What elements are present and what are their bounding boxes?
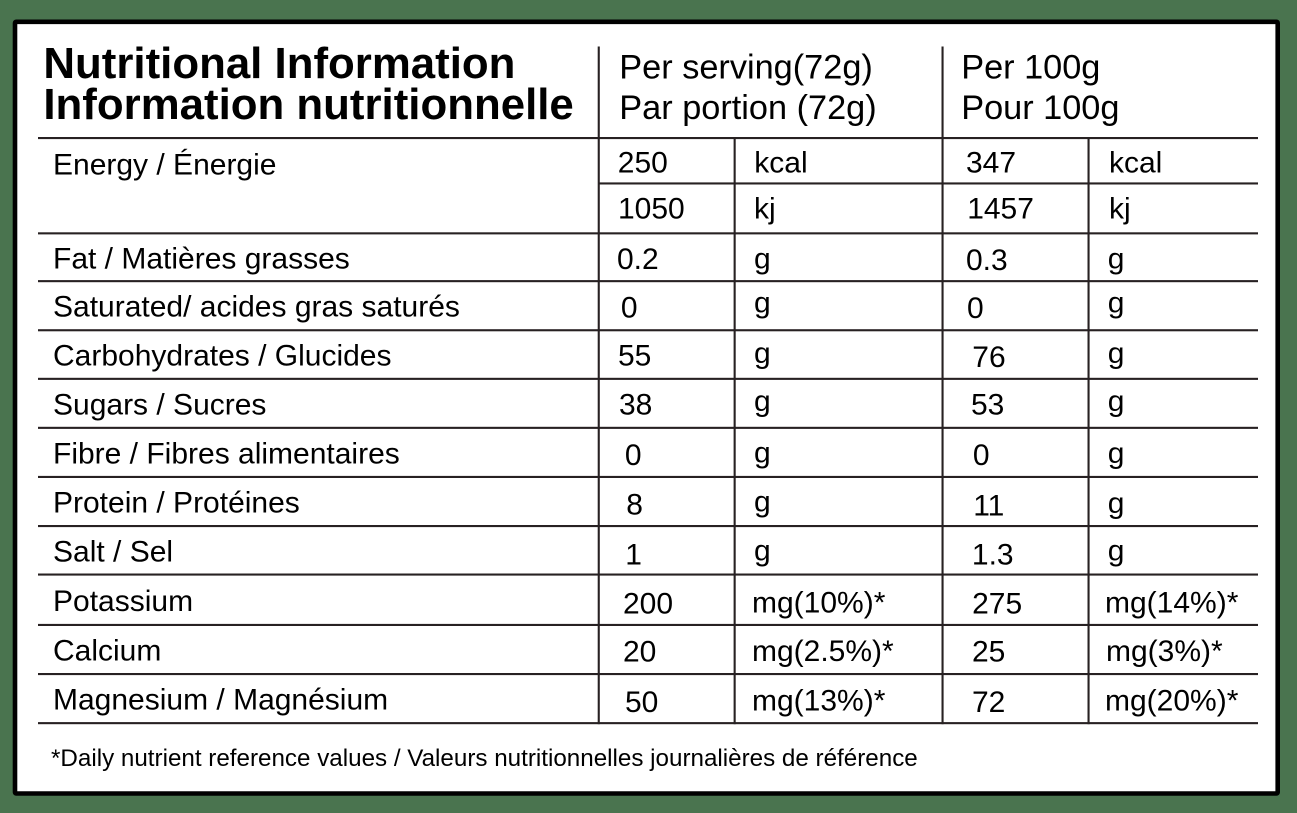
svg-text:Salt / Sel: Salt / Sel bbox=[53, 535, 173, 568]
svg-text:250: 250 bbox=[618, 146, 668, 179]
svg-text:g: g bbox=[754, 337, 771, 370]
svg-text:Information nutritionnelle: Information nutritionnelle bbox=[43, 80, 573, 129]
svg-text:Saturated/ acides gras saturés: Saturated/ acides gras saturés bbox=[53, 290, 460, 323]
svg-text:g: g bbox=[1108, 287, 1125, 320]
svg-text:Fibre / Fibres alimentaires: Fibre / Fibres alimentaires bbox=[53, 438, 400, 471]
svg-text:Per 100g: Per 100g bbox=[961, 48, 1100, 86]
svg-text:mg(2.5%)*: mg(2.5%)* bbox=[752, 635, 894, 668]
svg-text:g: g bbox=[1108, 385, 1125, 418]
svg-text:kcal: kcal bbox=[754, 146, 807, 179]
svg-text:mg(10%)*: mg(10%)* bbox=[752, 587, 886, 620]
svg-text:g: g bbox=[754, 385, 771, 418]
svg-text:8: 8 bbox=[626, 489, 643, 522]
svg-text:0: 0 bbox=[967, 292, 984, 325]
svg-text:kj: kj bbox=[1109, 193, 1131, 226]
svg-text:38: 38 bbox=[619, 389, 652, 422]
svg-text:0: 0 bbox=[621, 292, 638, 325]
svg-text:g: g bbox=[754, 287, 771, 320]
svg-text:0: 0 bbox=[625, 439, 642, 472]
svg-text:g: g bbox=[1108, 437, 1125, 470]
svg-text:Magnesium / Magnésium: Magnesium / Magnésium bbox=[53, 684, 388, 717]
svg-text:g: g bbox=[1108, 487, 1125, 520]
svg-text:Sugars / Sucres: Sugars / Sucres bbox=[53, 389, 266, 422]
svg-text:0: 0 bbox=[973, 439, 990, 472]
svg-text:kcal: kcal bbox=[1109, 146, 1162, 179]
svg-text:mg(3%)*: mg(3%)* bbox=[1106, 635, 1223, 668]
svg-text:Protein / Protéines: Protein / Protéines bbox=[53, 487, 300, 520]
svg-text:1.3: 1.3 bbox=[972, 539, 1014, 572]
svg-text:g: g bbox=[1108, 337, 1125, 370]
svg-text:g: g bbox=[1108, 243, 1125, 276]
svg-text:Per serving(72g): Per serving(72g) bbox=[619, 48, 873, 86]
svg-text:347: 347 bbox=[966, 146, 1016, 179]
svg-text:Potassium: Potassium bbox=[53, 585, 193, 618]
svg-text:Carbohydrates / Glucides: Carbohydrates / Glucides bbox=[53, 340, 392, 373]
svg-text:0.2: 0.2 bbox=[617, 243, 659, 276]
svg-text:Energy / Énergie: Energy / Énergie bbox=[53, 149, 276, 182]
svg-text:mg(14%)*: mg(14%)* bbox=[1105, 587, 1239, 620]
svg-text:Pour 100g: Pour 100g bbox=[961, 89, 1119, 127]
svg-text:200: 200 bbox=[623, 588, 673, 621]
svg-text:53: 53 bbox=[971, 389, 1004, 422]
svg-text:1: 1 bbox=[625, 539, 642, 572]
svg-text:55: 55 bbox=[618, 340, 651, 373]
svg-text:kj: kj bbox=[754, 193, 776, 226]
svg-text:0.3: 0.3 bbox=[966, 244, 1008, 277]
svg-text:20: 20 bbox=[623, 636, 656, 669]
svg-text:g: g bbox=[1108, 535, 1125, 568]
svg-text:Calcium: Calcium bbox=[53, 634, 161, 667]
svg-text:72: 72 bbox=[972, 686, 1005, 719]
svg-text:25: 25 bbox=[972, 636, 1005, 669]
svg-text:g: g bbox=[754, 437, 771, 470]
svg-text:50: 50 bbox=[625, 686, 658, 719]
svg-text:g: g bbox=[754, 243, 771, 276]
svg-text:*Daily nutrient reference valu: *Daily nutrient reference values / Valeu… bbox=[51, 745, 918, 772]
svg-text:mg(20%)*: mg(20%)* bbox=[1105, 685, 1239, 718]
svg-text:g: g bbox=[754, 535, 771, 568]
svg-text:1050: 1050 bbox=[618, 193, 685, 226]
svg-text:mg(13%)*: mg(13%)* bbox=[752, 685, 886, 718]
svg-text:275: 275 bbox=[972, 588, 1022, 621]
svg-text:Par portion (72g): Par portion (72g) bbox=[619, 89, 876, 127]
svg-text:g: g bbox=[754, 486, 771, 519]
svg-text:Fat / Matières grasses: Fat / Matières grasses bbox=[53, 242, 350, 275]
svg-text:Nutritional Information: Nutritional Information bbox=[43, 39, 515, 88]
svg-text:11: 11 bbox=[973, 490, 1004, 523]
svg-text:1457: 1457 bbox=[967, 193, 1034, 226]
svg-text:76: 76 bbox=[972, 341, 1005, 374]
